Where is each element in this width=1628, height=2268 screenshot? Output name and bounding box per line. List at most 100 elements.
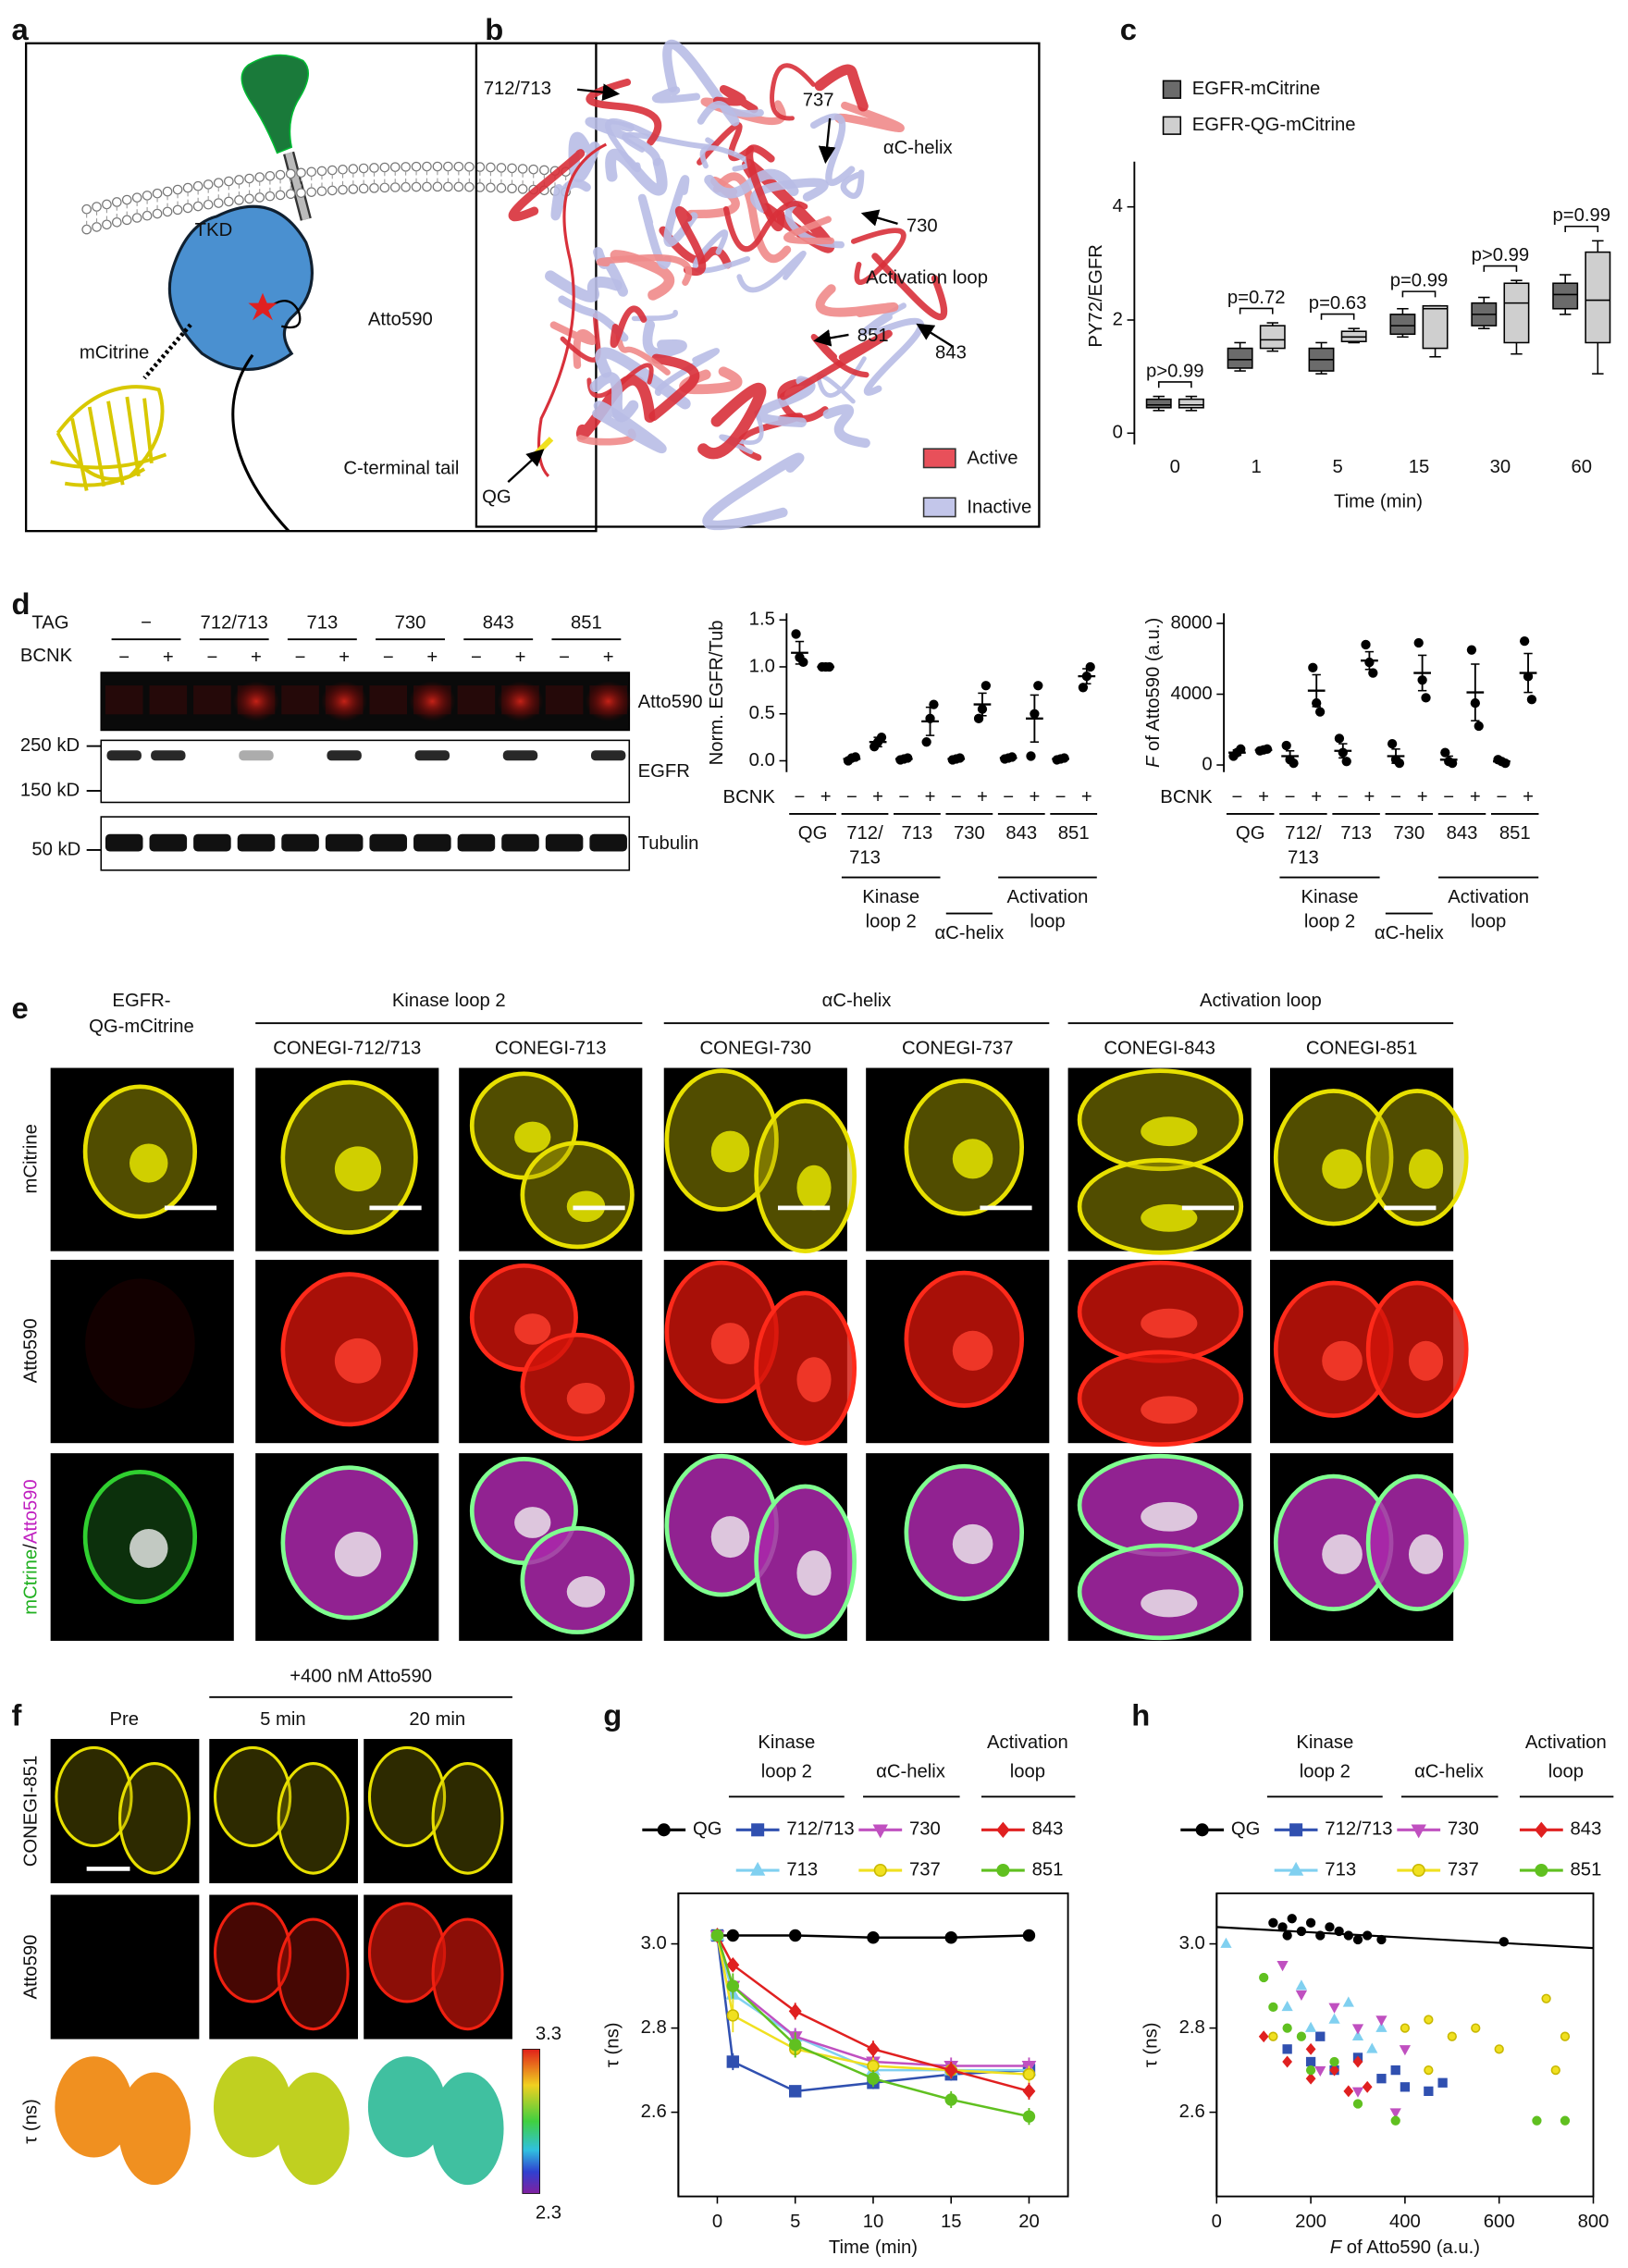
ribbon: [663, 175, 698, 248]
condition-tick: +: [515, 647, 526, 668]
lipid-head: [213, 178, 224, 188]
p-value: p>0.99: [1146, 361, 1204, 381]
marker: [1334, 1926, 1344, 1937]
cell: [367, 1745, 447, 1848]
column-label: 20 min: [409, 1709, 465, 1730]
cell-interior: [514, 1507, 551, 1538]
lipid-head: [162, 186, 173, 197]
marker: [873, 1863, 887, 1878]
ribbon: [779, 329, 893, 401]
marker: [1343, 2085, 1354, 2098]
marker: [1424, 2015, 1434, 2025]
lipid-head: [507, 183, 517, 194]
y-axis-label: τ (ns): [602, 2023, 623, 2068]
x-tick-label: 600: [1484, 2212, 1515, 2232]
y-tick-label: 2.6: [1179, 2102, 1205, 2122]
marker: [1376, 2074, 1387, 2084]
protein-structure: [508, 39, 948, 531]
lipid-head: [411, 181, 422, 192]
cell-interior: [1322, 1340, 1363, 1381]
label-tail: C-terminal tail: [343, 458, 459, 478]
legend-label: 713: [786, 1859, 818, 1880]
y-tick-label: 0.5: [749, 703, 775, 723]
lipid-head: [486, 182, 496, 193]
significance-bracket: [1564, 225, 1599, 233]
ribbon: [605, 148, 668, 196]
column-label: QG-mCitrine: [89, 1017, 194, 1037]
condition-tick: −: [1003, 787, 1014, 807]
data-point: [1466, 645, 1477, 655]
cell-interior: [796, 1357, 832, 1402]
x-tick-label: 0: [712, 2212, 722, 2232]
marker: [1276, 1961, 1289, 1972]
marker: [726, 2055, 740, 2068]
tubulin-band: [149, 833, 188, 852]
marker: [1289, 1823, 1303, 1837]
condition-tick: −: [1231, 787, 1242, 807]
legend-label: 851: [1571, 1859, 1602, 1880]
cell: [277, 1761, 350, 1875]
marker: [1268, 2031, 1278, 2041]
box: [1552, 282, 1579, 310]
cell: [117, 2072, 191, 2186]
legend-group-label: Activation: [1525, 1732, 1607, 1753]
y-tick-label: 2.8: [1179, 2017, 1205, 2038]
legend-label: Active: [967, 449, 1018, 469]
significance-bracket: [1157, 381, 1192, 388]
c-terminal-tail: [231, 353, 290, 533]
lipid-head: [131, 213, 142, 223]
marker: [944, 2093, 957, 2106]
condition-tick: +: [820, 787, 832, 807]
tubulin-band: [457, 833, 496, 852]
x-tick-label: 15: [1409, 457, 1430, 477]
column-label: EGFR-: [112, 991, 170, 1011]
ribbon: [508, 149, 586, 222]
egfr-band: [414, 750, 450, 761]
colorbar-label: 3.3: [536, 2024, 561, 2044]
stalk: [285, 152, 310, 221]
condition-tick: −: [118, 647, 130, 668]
marker: [1268, 2002, 1278, 2012]
cell-interior: [710, 1323, 750, 1365]
cell-interior: [566, 1576, 606, 1608]
lipid-head: [517, 164, 528, 174]
egfr-band: [502, 750, 538, 761]
cell-interior: [1141, 1116, 1198, 1147]
marker: [1258, 2030, 1269, 2043]
legend-label: 843: [1571, 1819, 1602, 1840]
condition-tick: −: [1443, 787, 1454, 807]
marker: [1362, 2080, 1373, 2093]
lane-label: 713: [306, 612, 338, 633]
marker: [944, 1931, 957, 1944]
lipid-head: [432, 181, 443, 192]
x-tick-label: 1: [1252, 457, 1262, 477]
cell-interior: [1141, 1501, 1198, 1532]
site-label: 737: [803, 91, 834, 111]
p-value: p>0.99: [1472, 245, 1530, 265]
lipid-head: [507, 163, 517, 174]
lipid-head: [401, 162, 411, 172]
legend-label: 713: [1325, 1859, 1356, 1880]
qg-segment: [528, 437, 554, 462]
marker: [1343, 1930, 1353, 1941]
marker: [1352, 1934, 1363, 1945]
tubulin-band: [369, 833, 408, 852]
marker: [872, 1824, 888, 1839]
column-label: CONEGI-851: [1306, 1039, 1418, 1059]
marker: [1412, 1863, 1425, 1878]
marker: [789, 2039, 802, 2052]
cell-interior: [952, 1139, 993, 1179]
data-point: [1281, 740, 1291, 751]
lipid-head: [358, 183, 369, 194]
cell-interior: [1408, 1534, 1444, 1574]
lipid-head: [121, 215, 132, 226]
ribbon: [595, 347, 691, 410]
tubulin-band: [281, 833, 319, 852]
lipid-head: [182, 182, 193, 193]
box: [1585, 251, 1611, 344]
blot-row-label: Tubulin: [638, 833, 699, 854]
lane-label: 843: [483, 612, 514, 633]
y-tick-label: 8000: [1171, 612, 1213, 633]
tubulin-band: [501, 833, 539, 852]
x-tick-label: 0: [1212, 2212, 1222, 2232]
